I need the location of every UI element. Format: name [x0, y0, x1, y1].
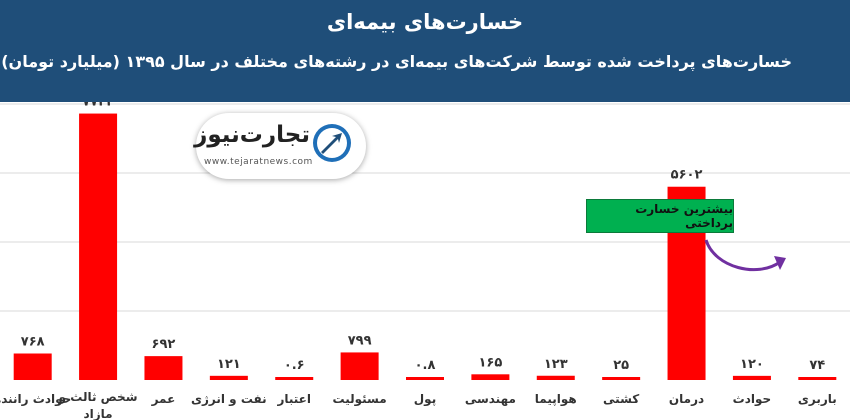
bar — [536, 375, 575, 380]
data-label: ۱۲۳ — [544, 357, 568, 372]
data-label: ۱۶۵ — [478, 355, 502, 370]
category-label: شخص ثالث و مازاد — [58, 390, 138, 420]
callout-text: بیشترین خسارت پرداختی — [635, 202, 733, 230]
data-label: ۷۴ — [809, 358, 825, 373]
category-label: اعتبار — [276, 392, 311, 406]
data-label: ۱۲۱ — [217, 357, 241, 372]
data-label: ۷۹۹ — [348, 333, 372, 348]
data-label: ۷۶۸ — [21, 335, 45, 350]
category-label: عمر — [151, 392, 176, 406]
bar — [275, 377, 314, 380]
bar — [798, 377, 837, 380]
bar-chart: ۷۴ باربری ۱۲۰ حوادث ۵۶۰۲ درمان ۲۵ کشتی ۱۲۳ هواپیم… — [0, 102, 850, 420]
logo-url: www.tejaratnews.com — [204, 157, 313, 167]
category-label: هواپیما — [535, 392, 577, 407]
chart-title: خسارت‌های بیمه‌ای — [326, 10, 524, 34]
bar — [340, 352, 379, 380]
bar — [602, 377, 641, 380]
bar — [144, 356, 183, 380]
category-label: حوادث — [733, 392, 772, 407]
category-label: باربری — [798, 392, 837, 406]
data-label: ۰.۸ — [415, 358, 436, 373]
bar — [209, 375, 248, 380]
logo-name: تجارت‌نیوز — [194, 122, 310, 148]
max-loss-callout: بیشترین خسارت پرداختی — [586, 199, 734, 233]
data-label: ۲۵ — [613, 358, 629, 373]
tejaratnews-logo: تجارت‌نیوز www.tejaratnews.com — [194, 113, 366, 179]
data-label: ۶۹۲ — [152, 337, 176, 352]
category-label: نفت و انرژی — [191, 392, 267, 407]
category-label: کشتی — [603, 392, 639, 406]
data-label: ۰.۶ — [284, 358, 305, 373]
category-label: حوادث راننده — [0, 392, 71, 407]
bar — [79, 113, 118, 380]
category-label: مسئولیت — [333, 392, 387, 407]
chart-subtitle: خسارت‌های پرداخت شده توسط شرکت‌های بیمه‌… — [1, 52, 792, 71]
category-label: درمان — [669, 392, 704, 406]
data-label: ۵۶۰۲ — [671, 168, 703, 183]
bar — [732, 375, 771, 380]
tejaratnews-logo-icon — [313, 124, 351, 162]
data-label: ۱۲۰ — [740, 357, 764, 372]
category-label: پول — [414, 392, 436, 407]
chart-header: خسارت‌های بیمه‌ای خسارت‌های پرداخت شده ت… — [0, 0, 850, 102]
bar — [13, 353, 52, 380]
category-label: مهندسی — [465, 392, 516, 406]
bar — [406, 377, 444, 380]
bar — [471, 374, 510, 380]
data-label: ۷۷۲۳ — [82, 102, 114, 110]
